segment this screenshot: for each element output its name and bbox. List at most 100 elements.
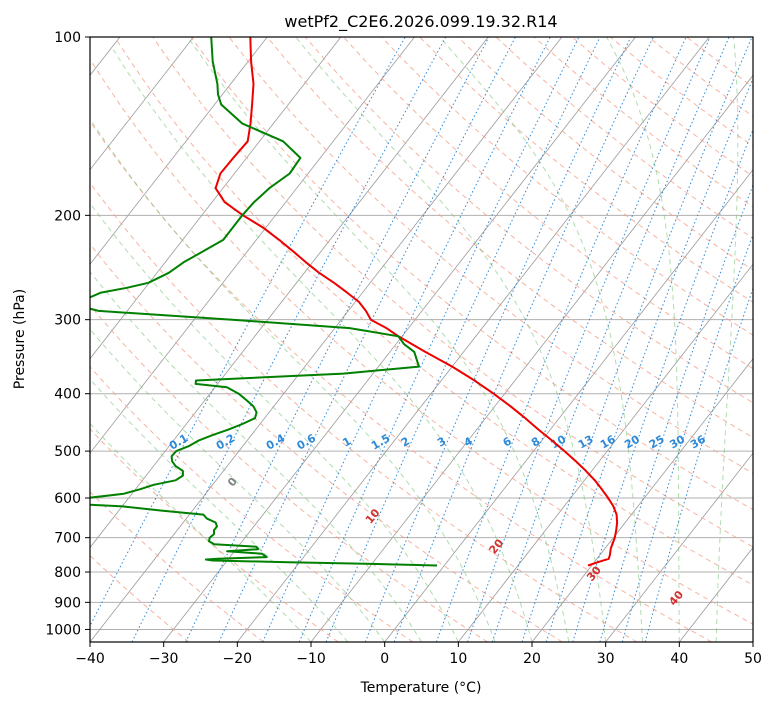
mixing-ratio-line [262,37,551,642]
mixing-ratio-label: 4 [462,434,475,449]
dry-adiabat-line [533,37,753,208]
isotherms [90,37,753,642]
x-tick-label: −30 [149,651,179,667]
dry-adiabat-line [90,181,638,642]
mixing-ratio-label: 1.5 [369,432,392,453]
dry-adiabat-line [381,37,753,336]
dry-adiabat-line [495,37,753,239]
mixing-ratio-line [621,233,753,642]
moist-adiabat-line [90,270,422,642]
x-tick-label: 40 [670,651,688,667]
dry-adiabat-line [90,58,753,625]
isotherm-line [531,358,753,642]
pressure-gridlines [90,37,753,630]
y-tick-label: 500 [54,444,81,460]
dry-adiabat-line [90,243,563,642]
mixing-ratio-label: 2 [399,435,412,450]
plot-frame [89,36,754,643]
mixing-ratio-line [545,77,753,642]
x-tick-label: 20 [523,651,541,667]
moist-adiabat-line [606,37,680,642]
dry-adiabat-line [90,120,712,642]
mixing-ratio-label: 36 [688,432,708,451]
isotherm-line [90,37,268,265]
dry-adiabat-line [152,37,753,548]
moist-adiabat-line [90,117,496,642]
moist-adiabat-label: 40 [666,588,686,608]
isotherm-line [90,37,415,454]
reference-line-labels: -100-90-80-70-60-50-40-30-20-10010203040… [167,431,708,608]
dry-adiabat-line [190,37,753,511]
mixing-ratio-label: 3 [435,435,448,450]
y-tick-label: 900 [54,595,81,611]
moist-adiabat-line [295,37,607,642]
moist-adiabat-line [715,37,739,642]
x-tick-label: −20 [223,651,253,667]
isotherm-line [90,37,342,360]
y-tick-label: 200 [54,208,81,224]
mixing-ratio-line [364,37,632,642]
mixing-ratio-line [491,37,730,642]
mixing-ratio-line [644,286,753,642]
plot-area: -100-90-80-70-60-50-40-30-20-10010203040… [90,37,753,642]
mixing-ratio-line [521,37,753,642]
chart-title: wetPf2_C2E6.2026.099.19.32.R14 [284,12,557,32]
mixing-ratio-label: 0.6 [295,431,319,452]
moist-adiabats [90,37,753,642]
isotherm-line [90,37,563,642]
isotherm-line [752,641,753,642]
dry-adiabat-line [114,37,753,586]
moist-adiabat-label: 30 [584,563,604,583]
dry-adiabat-line [90,554,190,642]
mixing-ratio-label: 16 [598,432,618,451]
moist-adiabat-line [90,378,349,642]
moist-adiabat-line [752,631,753,642]
dry-adiabat-line [228,37,753,474]
dry-adiabats [90,37,753,642]
isotherm-line [458,263,753,642]
isotherm-line [310,74,753,642]
mixing-ratio-line [298,37,580,642]
mixing-ratio-label: 10 [549,432,569,451]
x-tick-label: −10 [296,651,326,667]
mixing-ratio-label: 1 [340,435,353,450]
y-tick-label: 300 [54,313,81,329]
y-tick-label: 800 [54,565,81,581]
isotherm-line [237,37,710,642]
y-tick-label: 1000 [45,622,81,638]
sounding-profiles [90,37,619,567]
moist-adiabat-line [90,328,386,642]
y-tick-label: 400 [54,387,81,403]
isotherm-line [384,169,753,642]
moist-adiabat-line [112,49,533,642]
moist-adiabat-line [187,37,570,642]
y-tick-label: 700 [54,531,81,547]
isotherm-line [605,452,753,642]
mixing-ratio-label: 30 [667,432,687,451]
dry-adiabat-line [90,366,414,642]
mixing-ratio-line [131,37,447,642]
mixing-ratio-label: 0.2 [214,432,237,453]
temperature-profile [214,37,619,567]
dry-adiabat-line [90,304,488,642]
moist-adiabat-line [90,202,459,642]
dry-adiabat-line [90,491,264,642]
mixing-ratio-line [572,128,753,642]
x-tick-label: 50 [744,651,762,667]
x-tick-label: −40 [75,651,105,667]
dry-adiabat-line [419,37,753,303]
mixing-ratio-label: 6 [501,434,514,449]
y-axis-label: Pressure (hPa) [12,289,28,389]
mixing-ratio-line [393,37,654,642]
mixing-ratio-line [435,37,687,642]
dry-adiabat-line [304,37,753,404]
dry-adiabat-line [686,37,753,88]
mixing-ratio-lines [90,37,753,642]
x-tick-label: 0 [380,651,389,667]
dry-adiabat-line [343,37,753,370]
mixing-ratio-line [325,37,601,642]
isotherm-line [90,37,194,171]
moist-adiabat-line [90,422,312,642]
moist-adiabat-line [439,37,643,642]
